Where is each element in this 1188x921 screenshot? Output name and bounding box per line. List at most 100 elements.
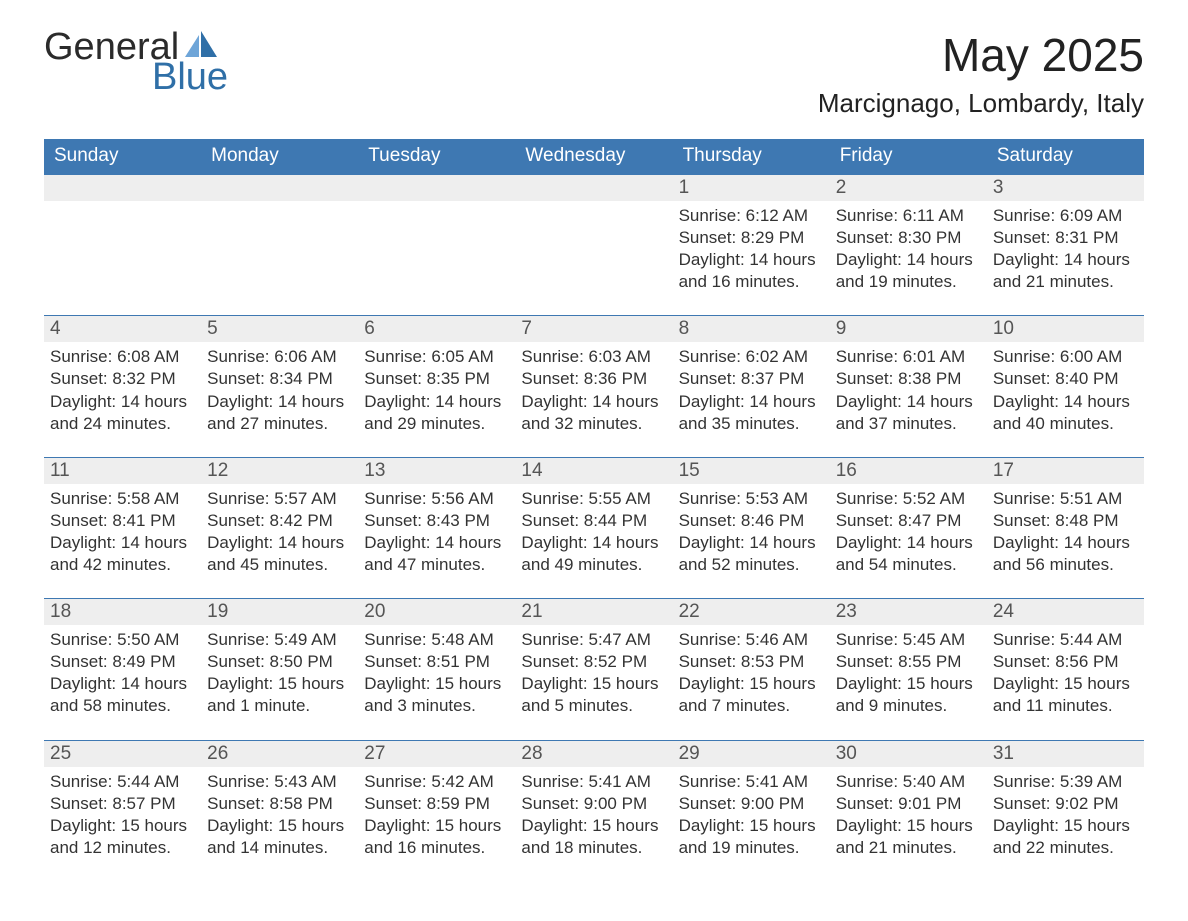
day-details: Sunrise: 6:05 AMSunset: 8:35 PMDaylight:… <box>364 346 509 434</box>
sunset-line: Sunset: 8:47 PM <box>836 510 981 532</box>
sunrise-line: Sunrise: 6:08 AM <box>50 346 195 368</box>
calendar-cell: 11Sunrise: 5:58 AMSunset: 8:41 PMDayligh… <box>44 457 201 598</box>
day-details: Sunrise: 5:43 AMSunset: 8:58 PMDaylight:… <box>207 771 352 859</box>
sunrise-line: Sunrise: 5:43 AM <box>207 771 352 793</box>
day-details: Sunrise: 5:45 AMSunset: 8:55 PMDaylight:… <box>836 629 981 717</box>
day-number: 15 <box>673 458 830 484</box>
calendar-cell: 16Sunrise: 5:52 AMSunset: 8:47 PMDayligh… <box>830 457 987 598</box>
day-number: 28 <box>515 741 672 767</box>
daylight-line: Daylight: 14 hours and 49 minutes. <box>521 532 666 576</box>
sunrise-line: Sunrise: 5:58 AM <box>50 488 195 510</box>
calendar-cell: 12Sunrise: 5:57 AMSunset: 8:42 PMDayligh… <box>201 457 358 598</box>
calendar-cell: 28Sunrise: 5:41 AMSunset: 9:00 PMDayligh… <box>515 740 672 881</box>
day-number: 7 <box>515 316 672 342</box>
calendar-week-row: 4Sunrise: 6:08 AMSunset: 8:32 PMDaylight… <box>44 316 1144 457</box>
day-details: Sunrise: 6:09 AMSunset: 8:31 PMDaylight:… <box>993 205 1138 293</box>
sunset-line: Sunset: 8:31 PM <box>993 227 1138 249</box>
day-number: 3 <box>987 175 1144 201</box>
sunset-line: Sunset: 8:59 PM <box>364 793 509 815</box>
weekday-header: Wednesday <box>515 139 672 175</box>
calendar-week-row: 18Sunrise: 5:50 AMSunset: 8:49 PMDayligh… <box>44 599 1144 740</box>
calendar-cell: 7Sunrise: 6:03 AMSunset: 8:36 PMDaylight… <box>515 316 672 457</box>
sunset-line: Sunset: 8:43 PM <box>364 510 509 532</box>
empty-daynum-bar <box>201 175 358 201</box>
calendar-cell: 5 Sunrise: 6:06 AMSunset: 8:34 PMDaylight… <box>201 316 358 457</box>
calendar-cell: 21Sunrise: 5:47 AMSunset: 8:52 PMDayligh… <box>515 599 672 740</box>
calendar-cell: 30Sunrise: 5:40 AMSunset: 9:01 PMDayligh… <box>830 740 987 881</box>
calendar-cell: 27Sunrise: 5:42 AMSunset: 8:59 PMDayligh… <box>358 740 515 881</box>
calendar-cell <box>44 175 201 316</box>
calendar-week-row: 25Sunrise: 5:44 AMSunset: 8:57 PMDayligh… <box>44 740 1144 881</box>
sunrise-line: Sunrise: 5:41 AM <box>679 771 824 793</box>
day-details: Sunrise: 6:01 AMSunset: 8:38 PMDaylight:… <box>836 346 981 434</box>
weekday-header: Saturday <box>987 139 1144 175</box>
sunset-line: Sunset: 8:35 PM <box>364 368 509 390</box>
sunset-line: Sunset: 8:38 PM <box>836 368 981 390</box>
day-number: 24 <box>987 599 1144 625</box>
sunset-line: Sunset: 8:56 PM <box>993 651 1138 673</box>
sunrise-line: Sunrise: 6:03 AM <box>521 346 666 368</box>
day-details: Sunrise: 5:42 AMSunset: 8:59 PMDaylight:… <box>364 771 509 859</box>
weekday-header: Thursday <box>673 139 830 175</box>
sunset-line: Sunset: 8:51 PM <box>364 651 509 673</box>
daylight-line: Daylight: 14 hours and 47 minutes. <box>364 532 509 576</box>
day-details: Sunrise: 6:11 AMSunset: 8:30 PMDaylight:… <box>836 205 981 293</box>
day-details: Sunrise: 6:00 AMSunset: 8:40 PMDaylight:… <box>993 346 1138 434</box>
calendar-cell: 9 Sunrise: 6:01 AMSunset: 8:38 PMDaylight… <box>830 316 987 457</box>
daylight-line: Daylight: 15 hours and 11 minutes. <box>993 673 1138 717</box>
sunrise-line: Sunrise: 6:02 AM <box>679 346 824 368</box>
day-number: 31 <box>987 741 1144 767</box>
calendar-cell: 15 Sunrise: 5:53 AMSunset: 8:46 PMDayligh… <box>673 457 830 598</box>
sunset-line: Sunset: 9:00 PM <box>679 793 824 815</box>
sunrise-line: Sunrise: 5:40 AM <box>836 771 981 793</box>
day-details: Sunrise: 5:52 AMSunset: 8:47 PMDaylight:… <box>836 488 981 576</box>
day-details: Sunrise: 5:51 AMSunset: 8:48 PMDaylight:… <box>993 488 1138 576</box>
sunset-line: Sunset: 9:00 PM <box>521 793 666 815</box>
daylight-line: Daylight: 14 hours and 35 minutes. <box>679 391 824 435</box>
calendar-cell: 2Sunrise: 6:11 AMSunset: 8:30 PMDaylight… <box>830 175 987 316</box>
daylight-line: Daylight: 14 hours and 32 minutes. <box>521 391 666 435</box>
sunrise-line: Sunrise: 5:45 AM <box>836 629 981 651</box>
sunrise-line: Sunrise: 5:48 AM <box>364 629 509 651</box>
day-number: 17 <box>987 458 1144 484</box>
day-details: Sunrise: 5:53 AMSunset: 8:46 PMDaylight:… <box>679 488 824 576</box>
day-details: Sunrise: 6:06 AMSunset: 8:34 PMDaylight:… <box>207 346 352 434</box>
sunrise-line: Sunrise: 6:05 AM <box>364 346 509 368</box>
day-number: 6 <box>358 316 515 342</box>
sunset-line: Sunset: 8:41 PM <box>50 510 195 532</box>
day-details: Sunrise: 5:44 AMSunset: 8:57 PMDaylight:… <box>50 771 195 859</box>
calendar-cell <box>358 175 515 316</box>
calendar-body: 1Sunrise: 6:12 AMSunset: 8:29 PMDaylight… <box>44 175 1144 881</box>
calendar-week-row: 1Sunrise: 6:12 AMSunset: 8:29 PMDaylight… <box>44 175 1144 316</box>
calendar-cell: 6 Sunrise: 6:05 AMSunset: 8:35 PMDaylight… <box>358 316 515 457</box>
sunrise-line: Sunrise: 5:44 AM <box>50 771 195 793</box>
page-subtitle: Marcignago, Lombardy, Italy <box>818 88 1144 119</box>
calendar-cell: 8Sunrise: 6:02 AMSunset: 8:37 PMDaylight… <box>673 316 830 457</box>
calendar-head: SundayMondayTuesdayWednesdayThursdayFrid… <box>44 139 1144 175</box>
daylight-line: Daylight: 14 hours and 56 minutes. <box>993 532 1138 576</box>
sunrise-line: Sunrise: 5:46 AM <box>679 629 824 651</box>
sunrise-line: Sunrise: 6:00 AM <box>993 346 1138 368</box>
day-number: 5 <box>201 316 358 342</box>
calendar-cell: 29Sunrise: 5:41 AMSunset: 9:00 PMDayligh… <box>673 740 830 881</box>
sunset-line: Sunset: 8:57 PM <box>50 793 195 815</box>
calendar-cell: 22Sunrise: 5:46 AMSunset: 8:53 PMDayligh… <box>673 599 830 740</box>
sunset-line: Sunset: 8:32 PM <box>50 368 195 390</box>
sunset-line: Sunset: 8:29 PM <box>679 227 824 249</box>
daylight-line: Daylight: 14 hours and 24 minutes. <box>50 391 195 435</box>
day-details: Sunrise: 6:02 AMSunset: 8:37 PMDaylight:… <box>679 346 824 434</box>
daylight-line: Daylight: 14 hours and 58 minutes. <box>50 673 195 717</box>
calendar-week-row: 11Sunrise: 5:58 AMSunset: 8:41 PMDayligh… <box>44 457 1144 598</box>
sunset-line: Sunset: 8:34 PM <box>207 368 352 390</box>
day-number: 4 <box>44 316 201 342</box>
sunset-line: Sunset: 8:42 PM <box>207 510 352 532</box>
calendar-cell: 19Sunrise: 5:49 AMSunset: 8:50 PMDayligh… <box>201 599 358 740</box>
daylight-line: Daylight: 14 hours and 54 minutes. <box>836 532 981 576</box>
day-number: 9 <box>830 316 987 342</box>
weekday-header: Monday <box>201 139 358 175</box>
calendar-cell <box>201 175 358 316</box>
day-number: 1 <box>673 175 830 201</box>
daylight-line: Daylight: 15 hours and 14 minutes. <box>207 815 352 859</box>
weekday-header: Tuesday <box>358 139 515 175</box>
calendar-cell: 1Sunrise: 6:12 AMSunset: 8:29 PMDaylight… <box>673 175 830 316</box>
